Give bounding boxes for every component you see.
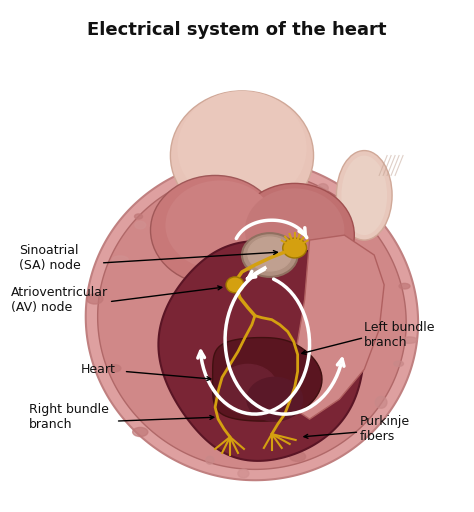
- Ellipse shape: [226, 277, 244, 293]
- Text: Atrioventricular
(AV) node: Atrioventricular (AV) node: [11, 286, 109, 314]
- Polygon shape: [158, 241, 364, 461]
- Text: Heart: Heart: [81, 363, 116, 376]
- Ellipse shape: [165, 180, 275, 270]
- Ellipse shape: [290, 452, 306, 461]
- Ellipse shape: [242, 233, 298, 277]
- Ellipse shape: [87, 294, 103, 304]
- Ellipse shape: [135, 214, 143, 219]
- Polygon shape: [98, 170, 406, 470]
- Text: Electrical system of the heart: Electrical system of the heart: [87, 22, 387, 39]
- Ellipse shape: [151, 176, 280, 285]
- Ellipse shape: [218, 365, 278, 414]
- Ellipse shape: [112, 256, 128, 264]
- Ellipse shape: [109, 365, 121, 372]
- Ellipse shape: [133, 428, 148, 437]
- Polygon shape: [86, 159, 418, 480]
- Polygon shape: [295, 235, 384, 419]
- Ellipse shape: [375, 396, 387, 408]
- Ellipse shape: [399, 283, 410, 289]
- Ellipse shape: [337, 151, 392, 240]
- Ellipse shape: [364, 223, 381, 228]
- Ellipse shape: [248, 237, 292, 271]
- Ellipse shape: [283, 238, 307, 258]
- Ellipse shape: [245, 188, 345, 272]
- Ellipse shape: [341, 156, 387, 235]
- Ellipse shape: [135, 221, 146, 229]
- Ellipse shape: [177, 91, 307, 206]
- Ellipse shape: [206, 456, 214, 464]
- Text: Sinoatrial
(SA) node: Sinoatrial (SA) node: [19, 244, 81, 272]
- Ellipse shape: [336, 194, 345, 201]
- Ellipse shape: [247, 377, 302, 421]
- Text: Right bundle
branch: Right bundle branch: [29, 403, 109, 431]
- Ellipse shape: [238, 469, 249, 478]
- Ellipse shape: [318, 184, 328, 193]
- Ellipse shape: [282, 166, 299, 176]
- Ellipse shape: [182, 177, 198, 183]
- Text: Purkinje
fibers: Purkinje fibers: [359, 415, 410, 443]
- Ellipse shape: [401, 337, 417, 344]
- Text: Left bundle
branch: Left bundle branch: [364, 321, 435, 349]
- Ellipse shape: [170, 91, 313, 220]
- Ellipse shape: [394, 361, 403, 367]
- Polygon shape: [213, 337, 322, 421]
- Ellipse shape: [235, 183, 354, 287]
